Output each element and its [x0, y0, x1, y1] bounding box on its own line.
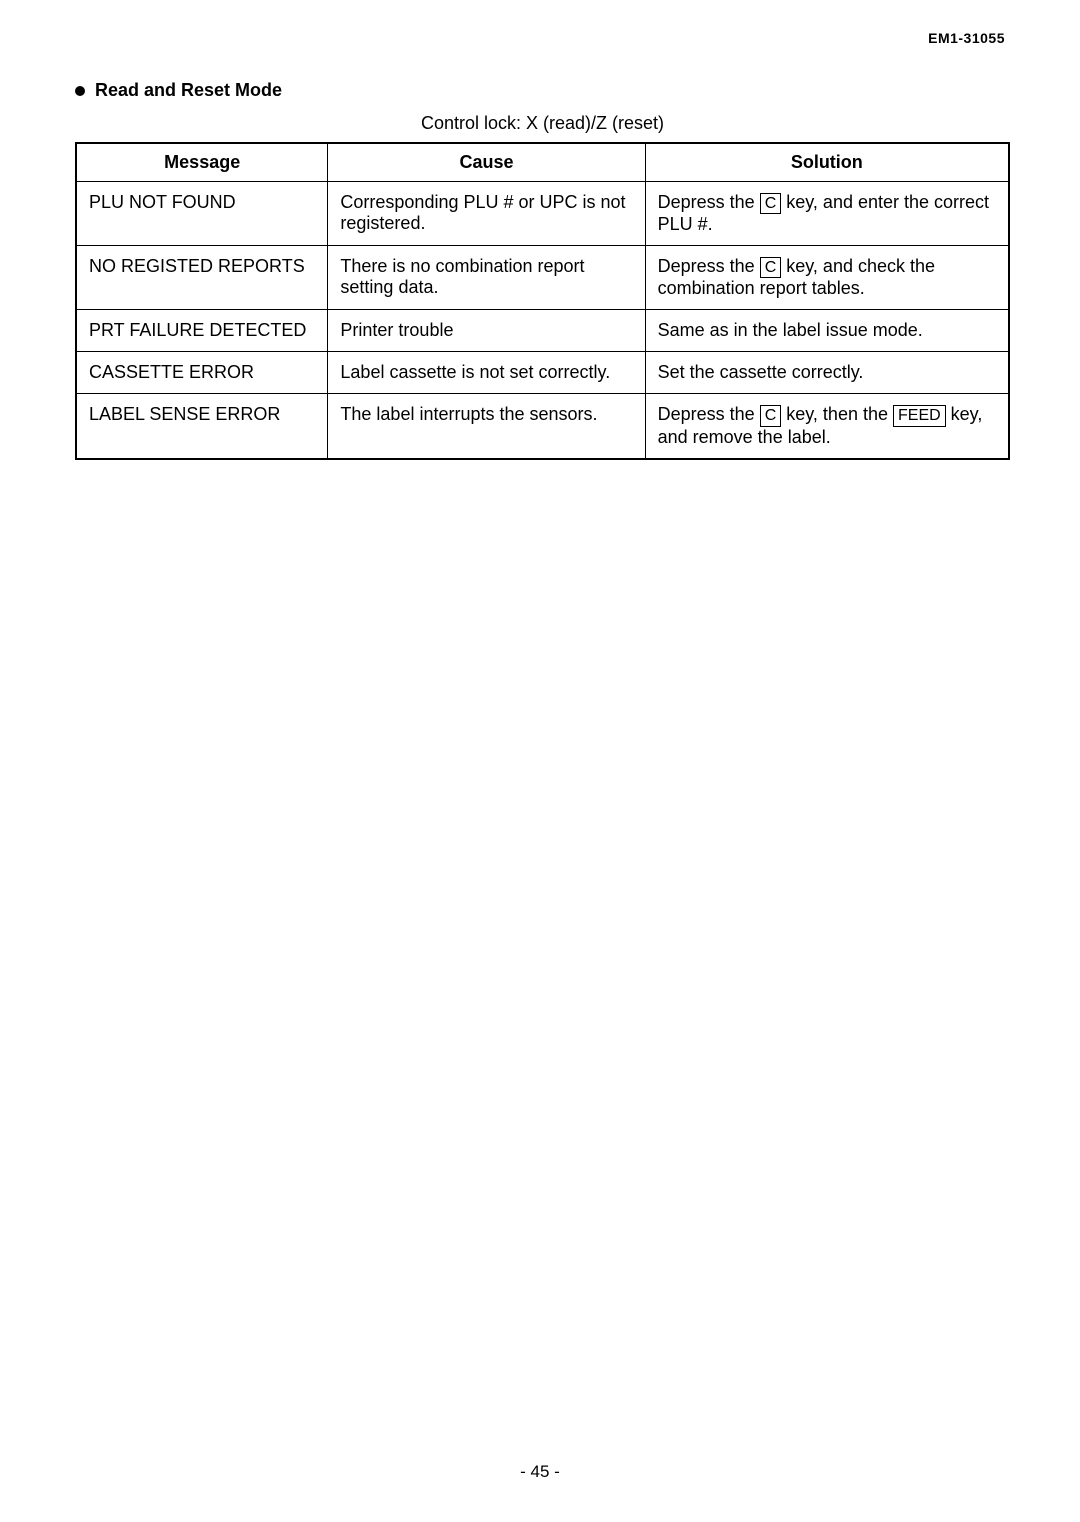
cell-message: LABEL SENSE ERROR [76, 394, 328, 459]
cell-message: NO REGISTED REPORTS [76, 246, 328, 310]
header-cause: Cause [328, 143, 645, 182]
page-number: - 45 - [0, 1462, 1080, 1482]
cell-cause: Printer trouble [328, 310, 645, 352]
table-row: NO REGISTED REPORTS There is no combinat… [76, 246, 1009, 310]
cell-cause: Corresponding PLU # or UPC is not regist… [328, 182, 645, 246]
solution-text-pre: Set the cassette correctly. [658, 362, 864, 382]
cell-solution: Depress the C key, and enter the correct… [645, 182, 1009, 246]
keycap-feed-icon: FEED [893, 405, 946, 426]
solution-text-pre: Depress the [658, 404, 760, 424]
solution-text-pre: Same as in the label issue mode. [658, 320, 923, 340]
solution-text-mid: key, then the [781, 404, 893, 424]
table-row: CASSETTE ERROR Label cassette is not set… [76, 352, 1009, 394]
cell-solution: Same as in the label issue mode. [645, 310, 1009, 352]
keycap-c-icon: C [760, 193, 782, 214]
table-row: LABEL SENSE ERROR The label interrupts t… [76, 394, 1009, 459]
cell-message: CASSETTE ERROR [76, 352, 328, 394]
cell-message: PRT FAILURE DETECTED [76, 310, 328, 352]
table-header-row: Message Cause Solution [76, 143, 1009, 182]
cell-solution: Depress the C key, and check the combina… [645, 246, 1009, 310]
cell-cause: Label cassette is not set correctly. [328, 352, 645, 394]
section-heading: Read and Reset Mode [75, 80, 1010, 101]
cell-cause: There is no combination report setting d… [328, 246, 645, 310]
error-table: Message Cause Solution PLU NOT FOUND Cor… [75, 142, 1010, 460]
section-title-text: Read and Reset Mode [95, 80, 282, 101]
keycap-c-icon: C [760, 405, 782, 426]
bullet-icon [75, 86, 85, 96]
table-body: PLU NOT FOUND Corresponding PLU # or UPC… [76, 182, 1009, 459]
header-message: Message [76, 143, 328, 182]
cell-message: PLU NOT FOUND [76, 182, 328, 246]
table-row: PLU NOT FOUND Corresponding PLU # or UPC… [76, 182, 1009, 246]
keycap-c-icon: C [760, 257, 782, 278]
solution-text-pre: Depress the [658, 256, 760, 276]
sub-heading: Control lock: X (read)/Z (reset) [75, 113, 1010, 134]
cell-solution: Set the cassette correctly. [645, 352, 1009, 394]
cell-solution: Depress the C key, then the FEED key, an… [645, 394, 1009, 459]
solution-text-pre: Depress the [658, 192, 760, 212]
cell-cause: The label interrupts the sensors. [328, 394, 645, 459]
header-solution: Solution [645, 143, 1009, 182]
table-row: PRT FAILURE DETECTED Printer trouble Sam… [76, 310, 1009, 352]
document-id: EM1-31055 [928, 30, 1005, 46]
